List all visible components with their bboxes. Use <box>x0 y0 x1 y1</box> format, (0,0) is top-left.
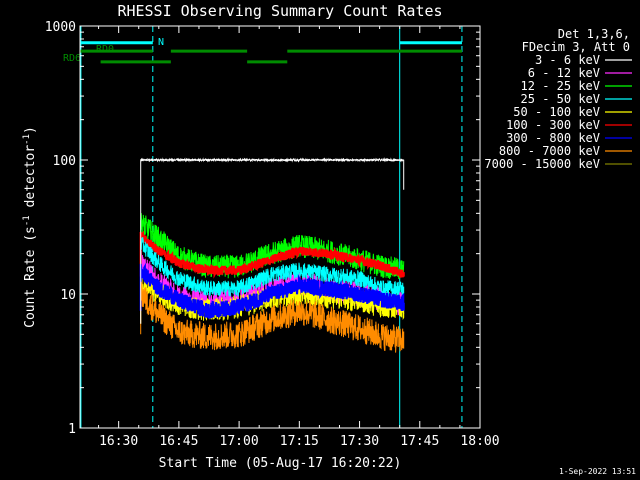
legend-label-300-800-kev: 300 - 800 keV <box>506 131 600 145</box>
series-300-800-kev <box>139 262 405 319</box>
x-tick-label: 17:00 <box>220 434 259 449</box>
series-100-300-kev <box>139 230 405 279</box>
y-axis-label-end: ) <box>23 126 38 134</box>
series-800-7000-kev <box>140 281 405 353</box>
series-3-6-kev <box>140 157 405 324</box>
legend-label-3-6-kev: 3 - 6 keV <box>535 53 600 67</box>
legend-label-50-100-kev: 50 - 100 keV <box>513 105 600 119</box>
y-axis-label-sup2: -1 <box>22 134 32 145</box>
x-axis-label: Start Time (05-Aug-17 16:20:22) <box>159 456 402 471</box>
y-tick-label: 100 <box>53 154 76 169</box>
flag-label-n: N <box>158 37 164 48</box>
legend-label-6-12-kev: 6 - 12 keV <box>528 66 600 80</box>
flags-layer: N RD0 RD6 <box>63 37 462 64</box>
tick-labels: 16:30 16:45 17:00 17:15 17:30 17:45 18:00 1 10 10… <box>45 20 500 449</box>
flag-label-rd0: RD0 <box>96 44 114 55</box>
y-axis-label: Count Rate (s-1 detector-1) <box>22 126 38 328</box>
series-layer <box>139 157 405 353</box>
y-tick-label: 1000 <box>45 20 76 35</box>
x-tick-label: 17:15 <box>280 434 319 449</box>
y-axis-label-start: Count Rate (s <box>23 226 38 328</box>
y-tick-label: 10 <box>60 288 76 303</box>
footer-date: 1-Sep-2022 13:51 <box>559 467 636 476</box>
flag-label-rd6: RD6 <box>63 53 81 64</box>
legend-label-800-7000-kev: 800 - 7000 keV <box>499 144 600 158</box>
x-tick-label: 17:45 <box>400 434 439 449</box>
legend-label-25-50-kev: 25 - 50 keV <box>521 92 600 106</box>
x-tick-label: 18:00 <box>460 434 499 449</box>
legend-label-100-300-kev: 100 - 300 keV <box>506 118 600 132</box>
vertical-markers <box>80 26 463 428</box>
plot-frame <box>79 25 481 429</box>
y-axis-label-sup1: -1 <box>22 215 32 226</box>
axes <box>79 25 481 429</box>
legend-label-12-25-kev: 12 - 25 keV <box>521 79 600 93</box>
chart-title: RHESSI Observing Summary Count Rates <box>117 2 442 20</box>
x-tick-label: 16:45 <box>159 434 198 449</box>
x-tick-label: 17:30 <box>340 434 379 449</box>
x-tick-label: 16:30 <box>99 434 138 449</box>
legend-header-1: Det 1,3,6, <box>558 27 630 41</box>
legend-label-7000-15000-kev: 7000 - 15000 keV <box>484 157 600 171</box>
legend-header-2: FDecim 3, Att 0 <box>522 40 630 54</box>
y-tick-label: 1 <box>68 422 76 437</box>
y-axis-label-mid: detector <box>23 145 38 216</box>
series-25-50-kev <box>140 237 405 298</box>
